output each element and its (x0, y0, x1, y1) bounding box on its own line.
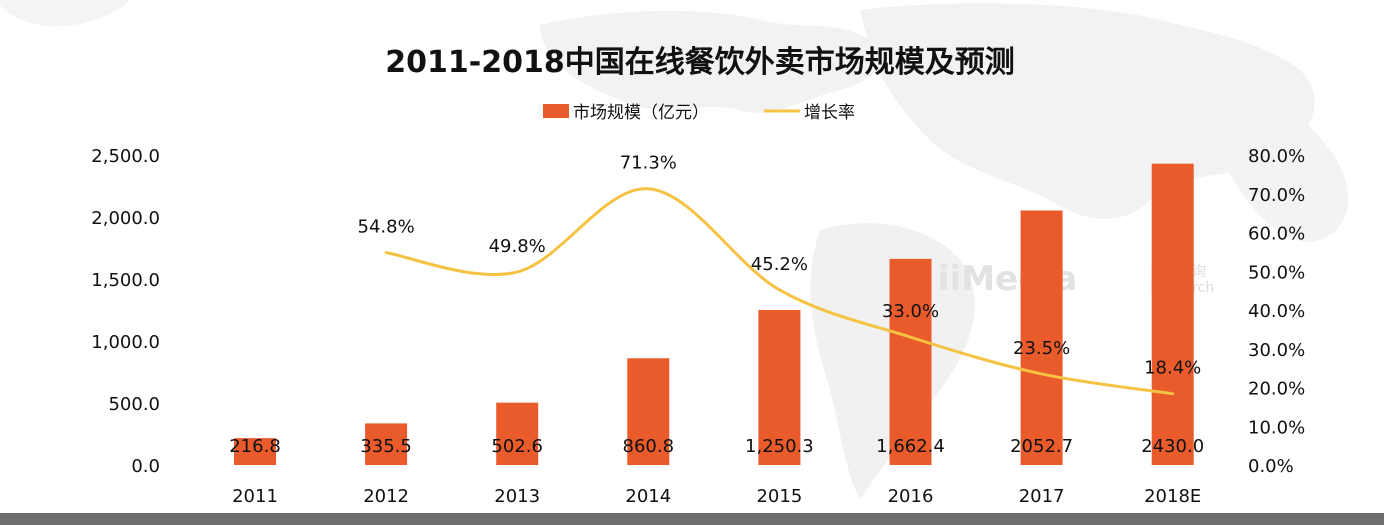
bar-value-label: 216.8 (229, 436, 281, 457)
bar (365, 423, 408, 465)
growth-rate-label: 18.4% (1144, 358, 1201, 379)
right-axis-tick-label: 50.0% (1248, 262, 1305, 283)
right-axis-tick-label: 30.0% (1248, 340, 1305, 361)
bar-data-labels: 216.8 335.5 502.6 860.8 1,250.3 1,662.4 2052.7… (229, 436, 1204, 457)
growth-rate-label: 49.8% (489, 236, 546, 257)
right-axis-tick-label: 40.0% (1248, 301, 1305, 322)
right-axis-tick-label: 60.0% (1248, 224, 1305, 245)
left-axis-tick-label: 0.0 (131, 456, 160, 477)
x-axis-tick-label: 2014 (625, 486, 671, 507)
growth-rate-line (384, 187, 1175, 396)
left-axis-tick-label: 1,000.0 (91, 332, 160, 353)
right-axis-tick-label: 80.0% (1248, 146, 1305, 167)
bar (1151, 163, 1194, 465)
right-axis-tick-label: 70.0% (1248, 185, 1305, 206)
left-axis-tick-label: 500.0 (108, 394, 160, 415)
legend-bar-label: 市场规模（亿元） (573, 103, 709, 123)
bar-value-label: 1,662.4 (876, 436, 945, 457)
legend-line-label: 增长率 (804, 103, 855, 123)
world-map-background (0, 0, 1349, 500)
growth-rate-label: 23.5% (1013, 338, 1070, 359)
bar-value-label: 502.6 (491, 436, 543, 457)
left-y-axis: 0.0 500.0 1,000.0 1,500.0 2,000.0 2,500.0 (91, 146, 160, 477)
right-axis-tick-label: 10.0% (1248, 417, 1305, 438)
x-axis-tick-label: 2017 (1019, 486, 1065, 507)
bar-value-label: 2052.7 (1010, 436, 1073, 457)
growth-rate-label: 45.2% (751, 254, 808, 275)
x-axis-tick-label: 2018E (1144, 486, 1201, 507)
bar (889, 258, 932, 465)
x-axis-tick-label: 2012 (363, 486, 409, 507)
growth-rate-label: 54.8% (358, 217, 415, 238)
bar (1020, 210, 1063, 465)
legend: 市场规模（亿元） 增长率 (543, 103, 855, 123)
bar-value-label: 335.5 (360, 436, 412, 457)
bar (496, 402, 539, 465)
left-axis-tick-label: 2,000.0 (91, 208, 160, 229)
bar (758, 309, 801, 465)
x-axis-tick-label: 2015 (756, 486, 802, 507)
bar-value-label: 1,250.3 (745, 436, 814, 457)
right-y-axis: 0.0% 10.0% 20.0% 30.0% 40.0% 50.0% 60.0% 70.0% 8… (1248, 146, 1305, 477)
chart-title: 2011-2018中国在线餐饮外卖市场规模及预测 (385, 45, 1014, 80)
growth-rate-label: 33.0% (882, 301, 939, 322)
x-axis-tick-label: 2013 (494, 486, 540, 507)
growth-rate-label: 71.3% (620, 153, 677, 174)
left-axis-tick-label: 2,500.0 (91, 146, 160, 167)
bottom-bar (0, 513, 1384, 525)
x-axis-tick-label: 2016 (888, 486, 934, 507)
growth-rate-series (384, 187, 1175, 396)
right-axis-tick-label: 20.0% (1248, 379, 1305, 400)
line-data-labels: 54.8% 49.8% 71.3% 45.2% 33.0% 23.5% 18.4% (358, 153, 1202, 379)
bar-value-label: 2430.0 (1141, 436, 1204, 457)
left-axis-tick-label: 1,500.0 (91, 270, 160, 291)
legend-bar-swatch (543, 104, 569, 118)
bar (627, 358, 670, 465)
bar-series (234, 163, 1194, 465)
right-axis-tick-label: 0.0% (1248, 456, 1294, 477)
bar (234, 438, 276, 465)
x-axis-tick-label: 2011 (232, 486, 278, 507)
bar-value-label: 860.8 (623, 436, 675, 457)
x-axis: 2011 2012 2013 2014 2015 2016 2017 2018E (232, 486, 1201, 507)
